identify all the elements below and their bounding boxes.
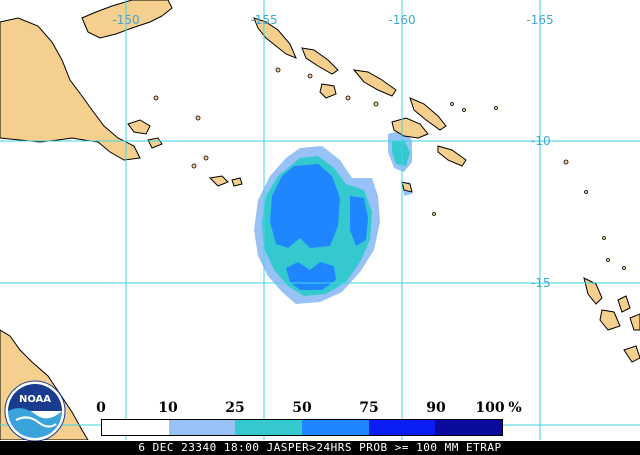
islet bbox=[373, 101, 379, 107]
legend-swatch-90-100 bbox=[435, 420, 503, 435]
islet bbox=[345, 95, 351, 101]
legend-swatch-25-50 bbox=[235, 420, 303, 435]
islet bbox=[307, 73, 313, 79]
santa-isabel bbox=[352, 69, 397, 97]
guadalcanal bbox=[391, 117, 429, 139]
islet bbox=[153, 95, 159, 101]
latitude-label: -15 bbox=[531, 276, 551, 290]
choiseul bbox=[301, 47, 339, 75]
small-islets bbox=[153, 67, 626, 270]
legend-tick-label: 10 bbox=[158, 400, 178, 416]
makira bbox=[437, 145, 467, 167]
new-georgia bbox=[319, 83, 337, 99]
islet bbox=[602, 236, 606, 240]
islet bbox=[622, 266, 626, 270]
legend-swatch-75-90 bbox=[368, 420, 436, 435]
legend-tick-label: 25 bbox=[225, 400, 245, 416]
malaita bbox=[409, 97, 447, 131]
islet bbox=[494, 106, 498, 110]
longitude-label: -160 bbox=[388, 13, 416, 27]
vanuatu-central bbox=[599, 309, 621, 331]
noaa-logo: NOAA bbox=[4, 380, 66, 442]
vanuatu-east-coast bbox=[629, 313, 640, 331]
legend-swatch-0-10 bbox=[102, 420, 169, 435]
islet bbox=[195, 115, 201, 121]
louisiade-island bbox=[231, 177, 243, 187]
longitude-label: -165 bbox=[526, 13, 554, 27]
prob-25-50-north bbox=[392, 140, 410, 166]
vanuatu-south bbox=[617, 295, 631, 313]
islet bbox=[606, 258, 610, 262]
legend-tick-label: 50 bbox=[292, 400, 312, 416]
islet bbox=[191, 163, 197, 169]
legend-tick-label: 75 bbox=[359, 400, 379, 416]
islet bbox=[462, 108, 466, 112]
islet bbox=[275, 67, 281, 73]
latitude-label: -10 bbox=[531, 134, 551, 148]
map-canvas bbox=[0, 0, 640, 440]
islet bbox=[584, 190, 588, 194]
product-footer: 6 DEC 23340 18:00 JASPER>24HRS PROB >= 1… bbox=[0, 441, 640, 455]
legend-tick-label: 0 bbox=[96, 400, 106, 416]
longitude-label: -155 bbox=[250, 13, 278, 27]
legend-unit-label: % bbox=[508, 400, 522, 416]
islet bbox=[203, 155, 209, 161]
noaa-logo-text: NOAA bbox=[19, 394, 51, 405]
legend-swatch-10-25 bbox=[168, 420, 236, 435]
prob-50-75-region bbox=[270, 164, 340, 248]
woodlark-island bbox=[208, 175, 229, 187]
legend-swatch-50-75 bbox=[302, 420, 369, 435]
vanuatu-southern-isle bbox=[623, 345, 640, 363]
islet bbox=[450, 102, 454, 106]
longitude-label: -150 bbox=[112, 13, 140, 27]
legend-color-scale bbox=[101, 419, 503, 436]
prob-50-75-east bbox=[350, 196, 368, 246]
legend-tick-label: 90 bbox=[426, 400, 446, 416]
islet bbox=[432, 212, 436, 216]
trobriand-islands bbox=[127, 119, 151, 135]
rennell bbox=[401, 181, 413, 193]
new-britain bbox=[81, 0, 173, 39]
legend-tick-label: 100 bbox=[475, 400, 505, 416]
islet bbox=[563, 159, 569, 165]
